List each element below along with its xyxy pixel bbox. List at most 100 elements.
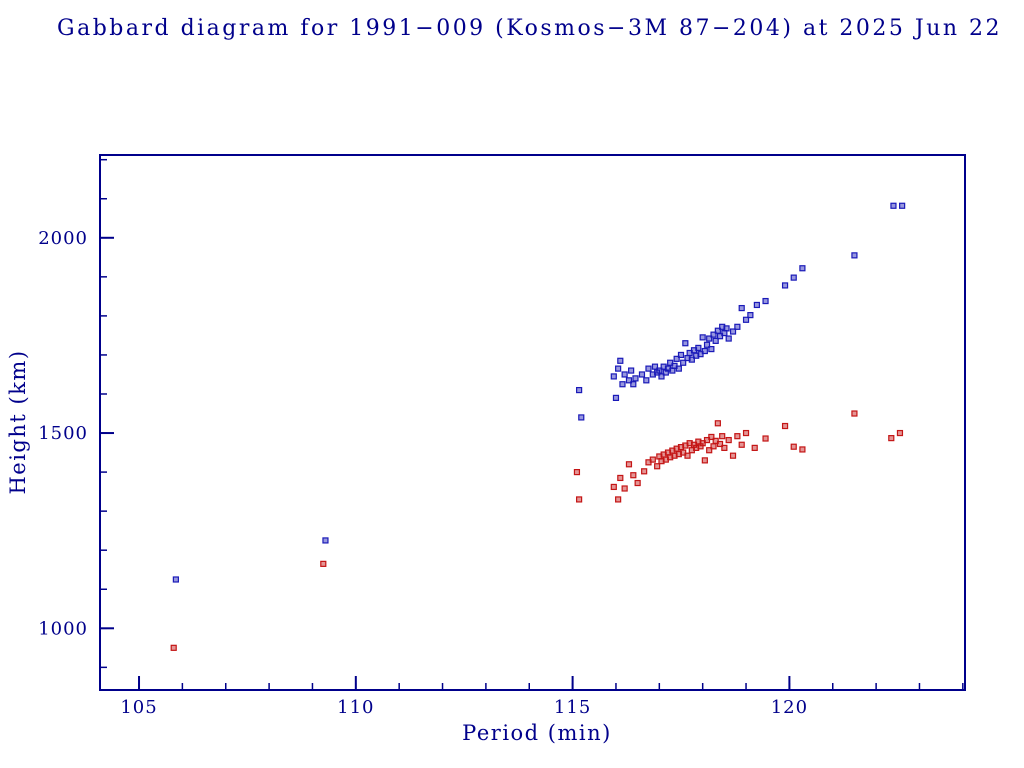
perigee-point (714, 420, 721, 427)
perigee-point (654, 463, 661, 470)
apogee-point (615, 365, 622, 372)
perigee-point (888, 435, 895, 442)
perigee-point (762, 435, 769, 442)
apogee-point (656, 367, 663, 374)
perigee-point (621, 485, 628, 492)
apogee-point (719, 323, 726, 330)
x-axis-label: Period (min) (462, 721, 612, 745)
apogee-point (632, 375, 639, 382)
apogee-point (706, 335, 713, 342)
apogee-point (630, 381, 637, 388)
perigee-point (671, 452, 678, 459)
apogee-point (643, 377, 650, 384)
apogee-point (693, 352, 700, 359)
perigee-point (617, 474, 624, 482)
chart-title: Gabbard diagram for 1991−009 (Kosmos−3M … (57, 16, 1003, 41)
y-tick-label: 2000 (38, 228, 88, 249)
perigee-point (708, 433, 715, 441)
apogee-point (723, 325, 730, 332)
x-tick-label: 110 (337, 697, 374, 718)
apogee-point (725, 335, 732, 342)
perigee-point (573, 468, 581, 476)
x-tick-label: 115 (554, 697, 591, 718)
perigee-point (721, 444, 728, 451)
apogee-point (716, 333, 724, 340)
perigee-point (693, 444, 700, 451)
apogee-point (699, 334, 706, 341)
apogee-point (621, 371, 628, 378)
apogee-point (712, 337, 719, 344)
perigee-point (576, 496, 583, 503)
perigee-point (320, 560, 327, 567)
perigee-point (680, 449, 687, 456)
apogee-point (710, 331, 717, 338)
apogee-point (708, 345, 715, 353)
y-tick-label: 1000 (38, 618, 88, 639)
apogee-point (658, 373, 665, 380)
apogee-point (619, 381, 626, 388)
perigee-point (896, 429, 904, 437)
perigee-point (725, 436, 732, 444)
apogee-point (645, 365, 652, 372)
apogee-point (673, 355, 680, 362)
apogee-point (628, 367, 635, 374)
apogee-point (701, 347, 708, 355)
perigee-point (734, 433, 741, 440)
perigee-point (712, 437, 719, 444)
apogee-point (625, 377, 633, 384)
apogee-point (667, 359, 674, 366)
perigee-point (701, 457, 708, 464)
apogee-point (682, 340, 689, 347)
perigee-point (742, 429, 750, 437)
apogee-point (851, 252, 858, 259)
apogee-point (753, 301, 760, 309)
apogee-point (697, 351, 704, 358)
apogee-point (680, 359, 687, 366)
apogee-point (781, 282, 789, 289)
apogee-point (675, 365, 682, 372)
perigee-point (610, 483, 617, 491)
y-axis-label: Height (km) (6, 349, 30, 495)
perigee-point (738, 441, 745, 448)
apogee-point (747, 312, 754, 319)
perigee-point (170, 644, 177, 651)
y-tick-label: 1500 (38, 423, 88, 444)
perigee-point (634, 479, 641, 487)
apogee-point (688, 356, 695, 363)
perigee-point (781, 422, 789, 430)
apogee-point (322, 537, 329, 544)
perigee-point (719, 433, 726, 440)
apogee-point (742, 316, 750, 323)
x-tick-label: 105 (120, 697, 157, 718)
perigee-point (649, 456, 656, 463)
apogee-point (790, 274, 797, 281)
apogee-point (677, 351, 685, 359)
perigee-point (706, 447, 713, 454)
perigee-point (684, 452, 691, 459)
apogee-point (610, 373, 617, 380)
apogee-point (651, 363, 659, 370)
perigee-point (625, 461, 633, 468)
perigee-point (716, 440, 724, 448)
perigee-point (710, 443, 717, 450)
apogee-point (578, 414, 585, 421)
apogee-point (576, 386, 583, 394)
perigee-point (675, 451, 682, 458)
apogee-point (899, 202, 906, 209)
apogee-point (738, 304, 745, 312)
x-tick-label: 120 (771, 697, 808, 718)
perigee-point (615, 496, 622, 503)
perigee-point (799, 446, 806, 453)
perigee-point (851, 410, 858, 417)
perigee-point (686, 440, 693, 447)
perigee-point (699, 440, 706, 447)
perigee-point (751, 444, 758, 451)
apogee-point (729, 328, 737, 335)
apogee-point (734, 323, 741, 330)
perigee-point (790, 443, 797, 450)
plot-frame (99, 154, 966, 691)
apogee-point (612, 394, 620, 401)
apogee-point (617, 357, 624, 364)
apogee-point (695, 344, 702, 352)
